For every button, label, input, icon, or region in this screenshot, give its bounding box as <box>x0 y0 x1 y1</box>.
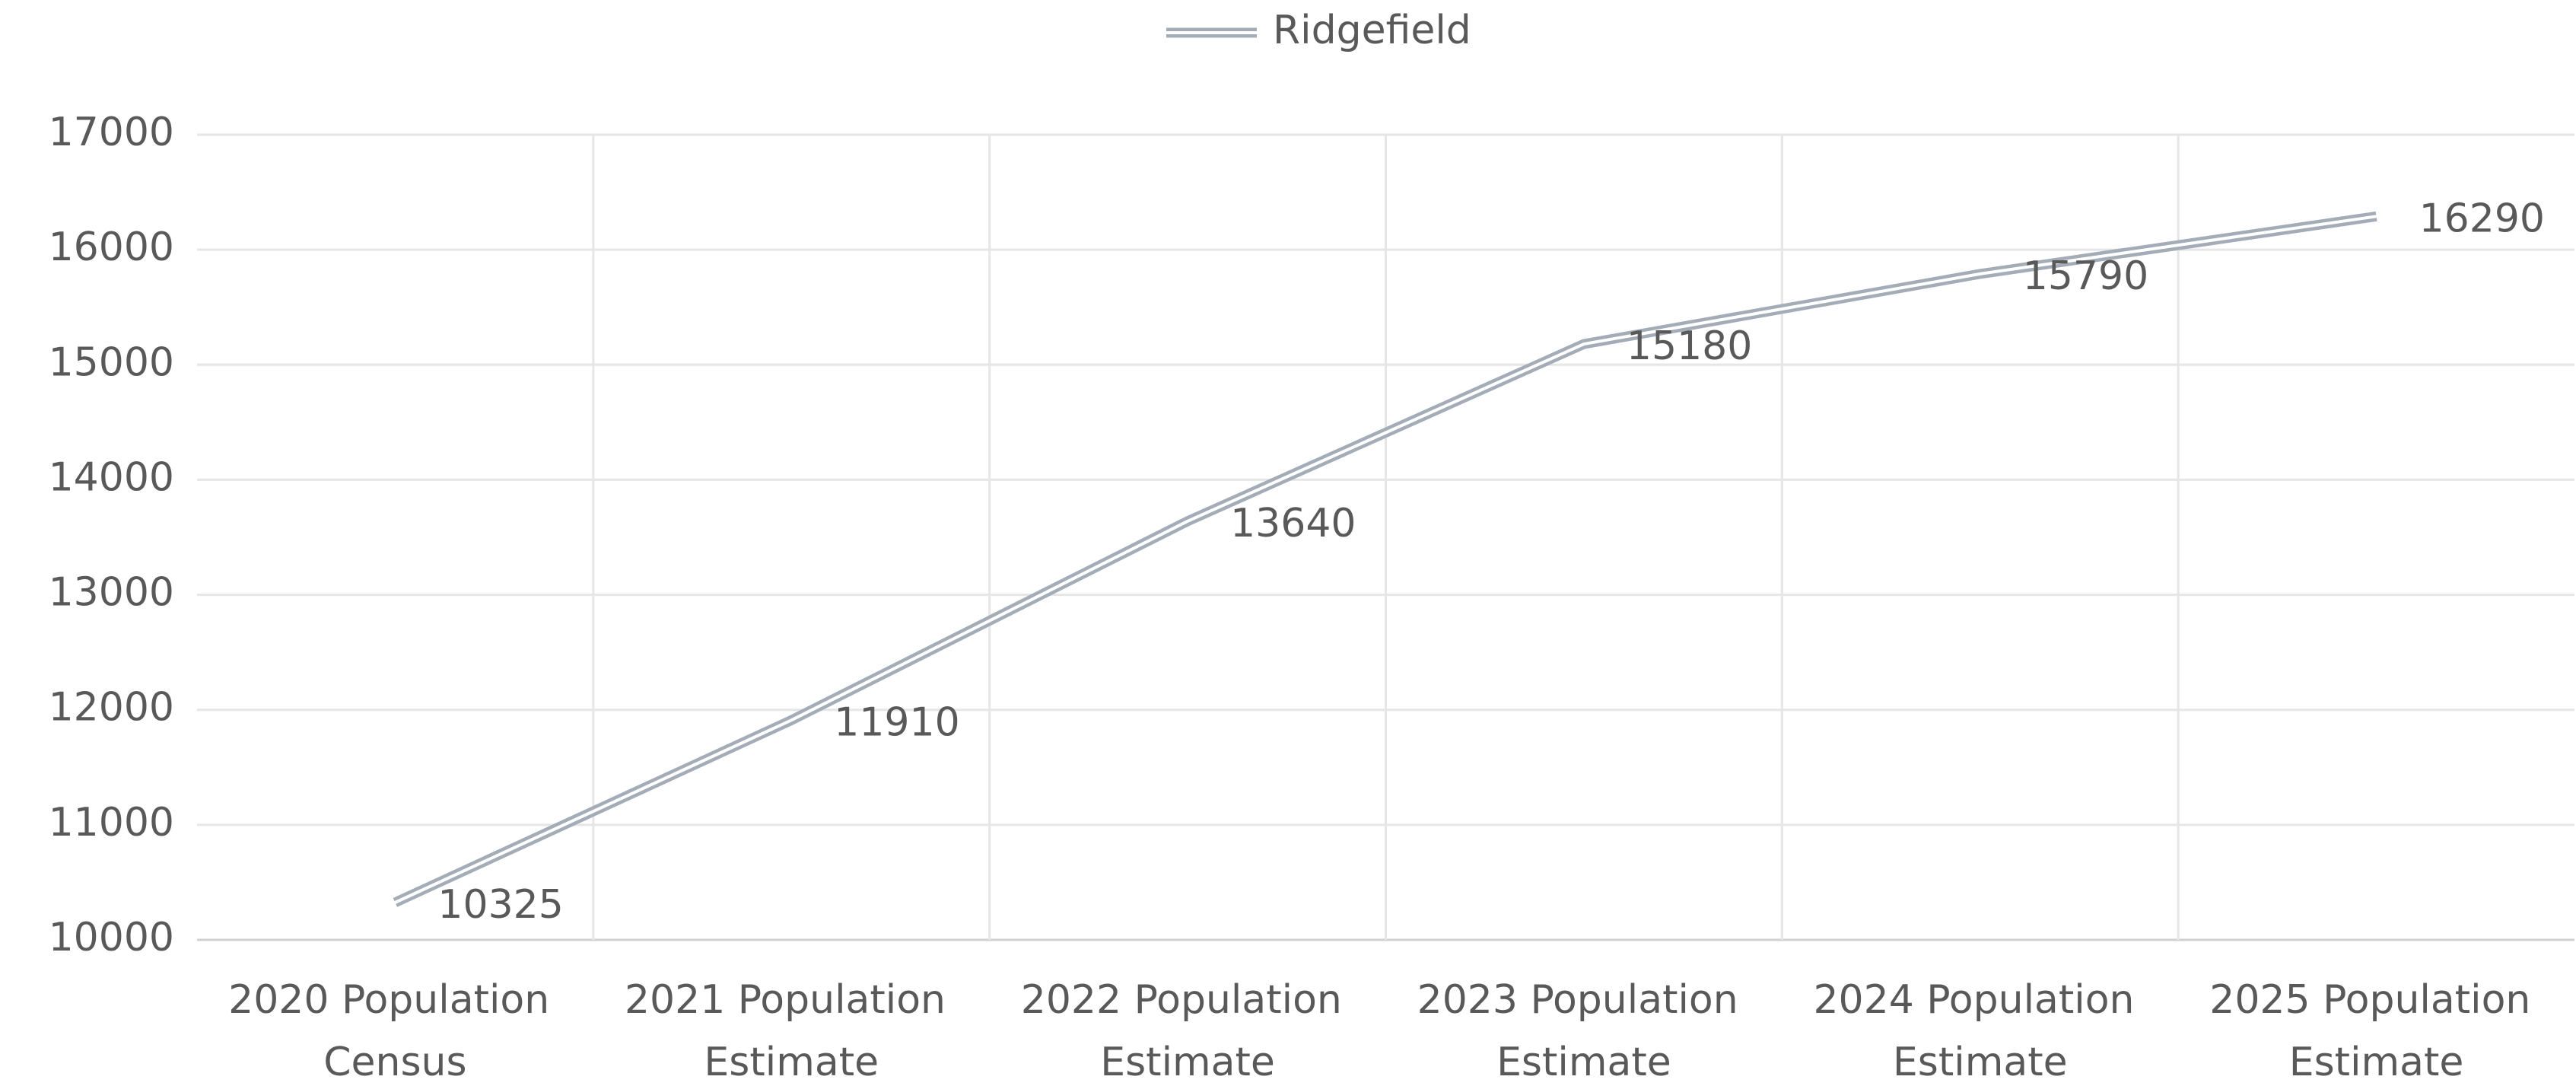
x-tick-label: 2024 Population Estimate <box>1813 977 2147 1085</box>
data-label: 15180 <box>1627 323 1752 369</box>
x-tick-label: 2021 Population Estimate <box>625 977 959 1085</box>
y-tick-label: 14000 <box>49 454 174 500</box>
y-tick-label: 13000 <box>49 570 174 616</box>
series-line-inner <box>394 215 2377 904</box>
x-tick-label: 2025 Population Estimate <box>2209 977 2543 1085</box>
y-tick-label: 11000 <box>49 800 174 846</box>
data-label: 15790 <box>2023 253 2148 299</box>
data-label: 13640 <box>1230 501 1356 546</box>
y-tick-label: 16000 <box>49 225 174 270</box>
data-label: 16290 <box>2419 196 2545 241</box>
y-tick-label: 17000 <box>49 110 174 155</box>
data-label: 11910 <box>834 699 959 745</box>
legend-label: Ridgefield <box>1273 8 1471 53</box>
data-label: 10325 <box>437 882 563 928</box>
y-tick-label: 15000 <box>49 339 174 385</box>
x-tick-label: 2020 Population Census <box>228 977 562 1085</box>
x-tick-label: 2022 Population Estimate <box>1021 977 1355 1085</box>
x-tick-label: 2023 Population Estimate <box>1417 977 1751 1085</box>
y-tick-label: 12000 <box>49 685 174 731</box>
y-tick-label: 10000 <box>49 915 174 960</box>
